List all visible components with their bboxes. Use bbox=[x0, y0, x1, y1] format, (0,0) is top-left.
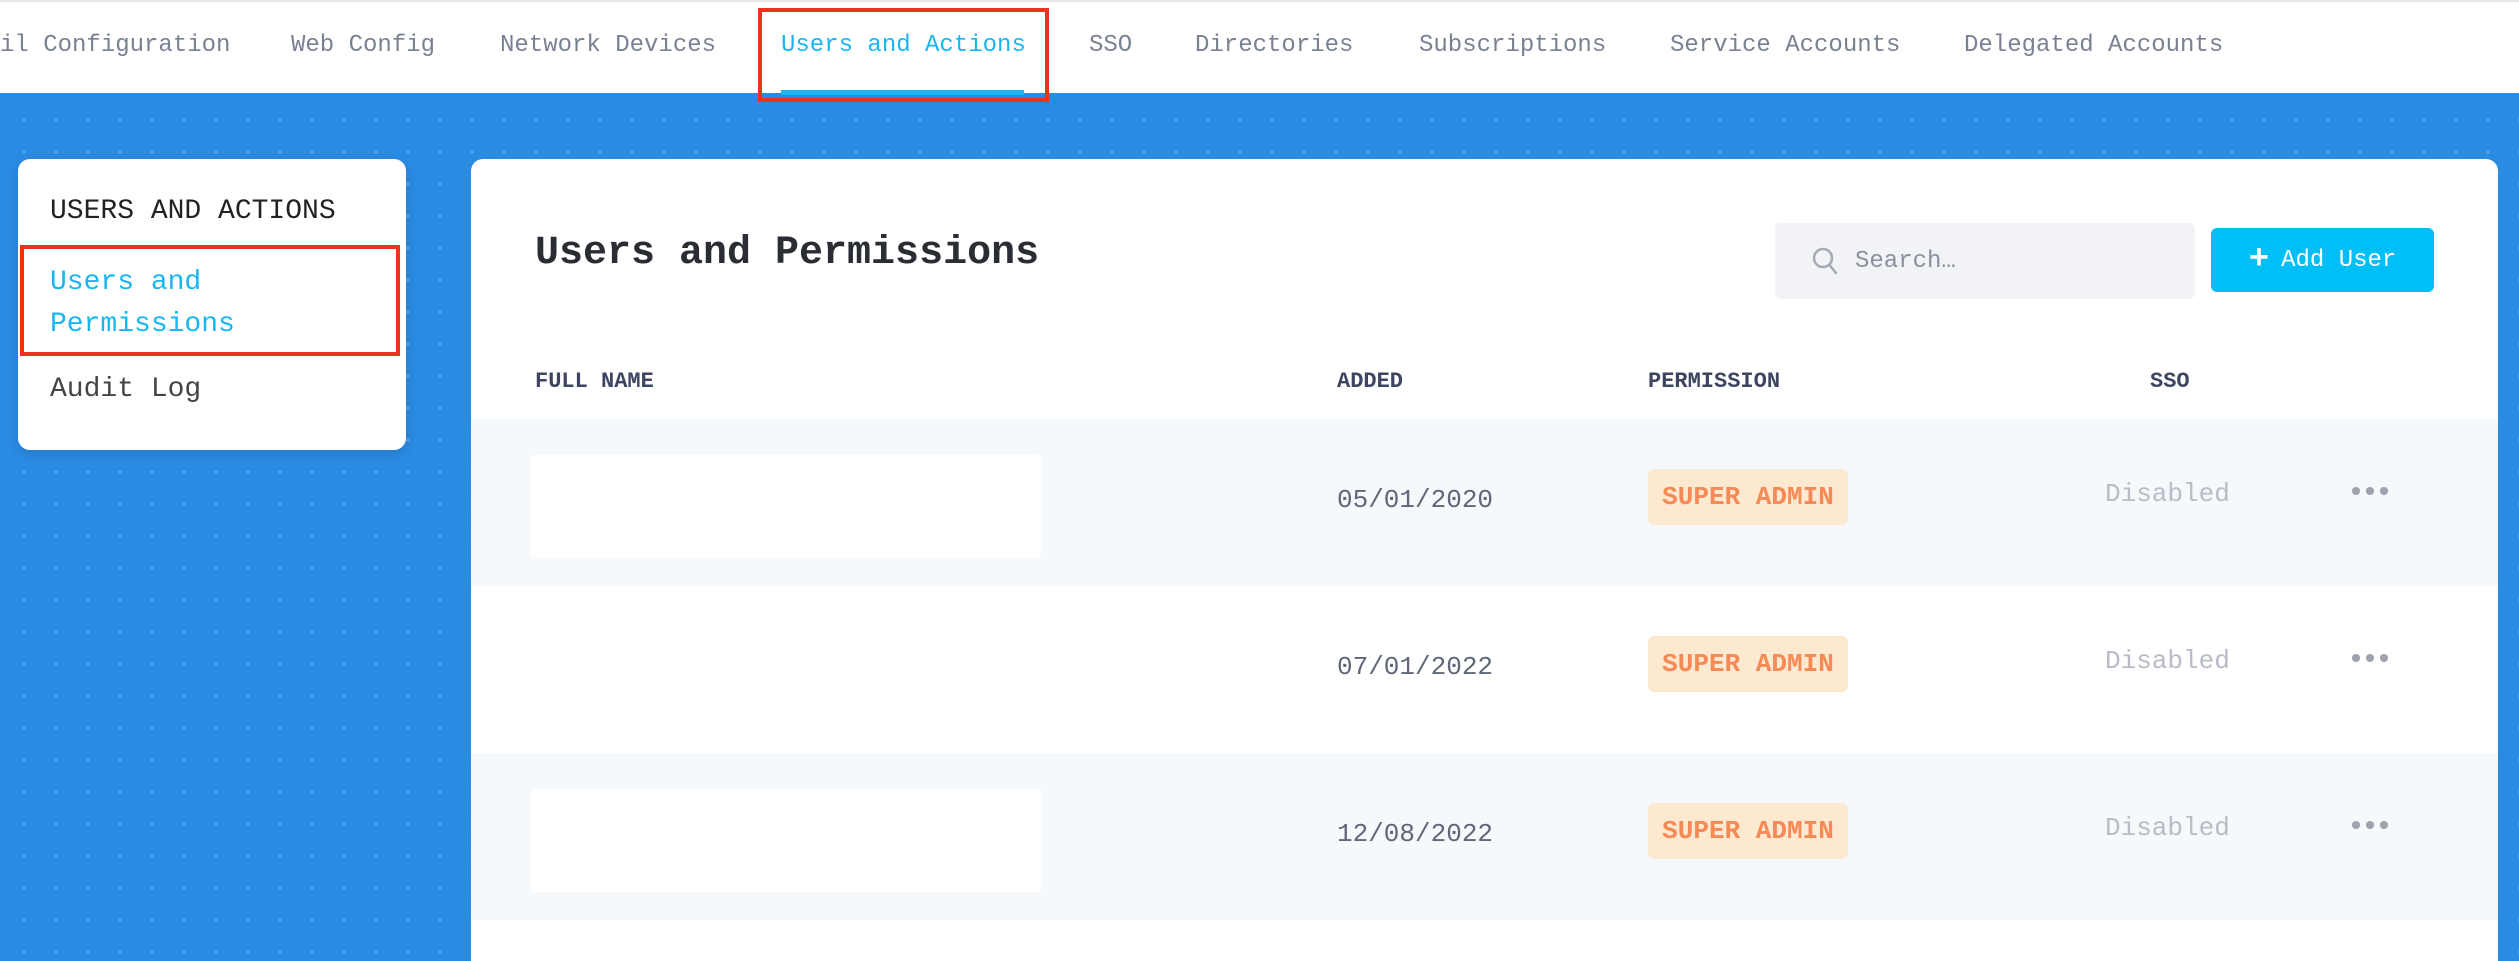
search-box[interactable] bbox=[1775, 223, 2195, 299]
tab-web-config[interactable]: Web Config bbox=[291, 32, 436, 59]
column-header-added[interactable]: ADDED bbox=[1337, 369, 1404, 394]
tab-subscriptions[interactable]: Subscriptions bbox=[1419, 32, 1607, 59]
permission-badge: SUPER ADMIN bbox=[1648, 803, 1848, 859]
tab-sso[interactable]: SSO bbox=[1089, 32, 1133, 59]
more-horizontal-icon[interactable]: ••• bbox=[2347, 644, 2393, 678]
column-header-sso[interactable]: SSO bbox=[2150, 369, 2190, 394]
added-date: 12/08/2022 bbox=[1337, 819, 1494, 849]
full-name-cell bbox=[530, 789, 1041, 892]
search-input[interactable] bbox=[1855, 247, 2175, 275]
page-title: Users and Permissions bbox=[535, 231, 1040, 276]
column-header-full-name[interactable]: FULL NAME bbox=[535, 369, 654, 394]
active-tab-indicator bbox=[781, 90, 1024, 95]
table-row[interactable]: 05/01/2020 SUPER ADMIN Disabled ••• bbox=[471, 419, 2498, 586]
sidebar-item-audit-log[interactable]: Audit Log bbox=[50, 374, 202, 405]
add-user-button[interactable]: + Add User bbox=[2211, 228, 2434, 292]
sso-status: Disabled bbox=[2105, 813, 2230, 843]
full-name-cell bbox=[530, 455, 1041, 558]
top-navigation: il Configuration Web Config Network Devi… bbox=[0, 0, 2519, 95]
users-panel: Users and Permissions + Add User FULL NA… bbox=[471, 159, 2498, 961]
added-date: 05/01/2020 bbox=[1337, 485, 1494, 515]
tab-email-configuration[interactable]: il Configuration bbox=[0, 32, 231, 59]
permission-badge: SUPER ADMIN bbox=[1648, 636, 1848, 692]
search-icon bbox=[1812, 247, 1838, 275]
more-horizontal-icon[interactable]: ••• bbox=[2347, 811, 2393, 845]
plus-icon: + bbox=[2248, 241, 2270, 279]
add-user-label: Add User bbox=[2281, 246, 2397, 274]
more-horizontal-icon[interactable]: ••• bbox=[2347, 477, 2393, 511]
full-name-cell bbox=[530, 622, 1041, 725]
tab-users-and-actions[interactable]: Users and Actions bbox=[781, 32, 1026, 59]
column-header-permission[interactable]: PERMISSION bbox=[1648, 369, 1781, 394]
tab-network-devices[interactable]: Network Devices bbox=[500, 32, 717, 59]
permission-badge: SUPER ADMIN bbox=[1648, 469, 1848, 525]
tab-service-accounts[interactable]: Service Accounts bbox=[1670, 32, 1901, 59]
tab-directories[interactable]: Directories bbox=[1195, 32, 1354, 59]
sidebar-item-users-and-permissions[interactable]: Users and Permissions bbox=[50, 267, 235, 340]
tab-delegated-accounts[interactable]: Delegated Accounts bbox=[1964, 32, 2224, 59]
sso-status: Disabled bbox=[2105, 646, 2230, 676]
table-row[interactable]: 07/01/2022 SUPER ADMIN Disabled ••• bbox=[471, 586, 2498, 753]
sso-status: Disabled bbox=[2105, 479, 2230, 509]
table-row[interactable]: 12/08/2022 SUPER ADMIN Disabled ••• bbox=[471, 753, 2498, 920]
added-date: 07/01/2022 bbox=[1337, 652, 1494, 682]
sidebar-heading: USERS AND ACTIONS bbox=[50, 196, 336, 227]
sidebar: USERS AND ACTIONS Users and Permissions … bbox=[18, 159, 406, 450]
